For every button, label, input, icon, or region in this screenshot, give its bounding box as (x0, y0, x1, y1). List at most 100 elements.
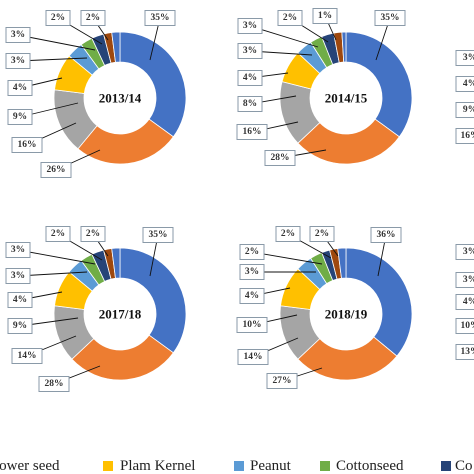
slice-label: 4% (7, 292, 33, 308)
partial-slice-label: 16% (455, 128, 474, 144)
svg-text:13%: 13% (461, 347, 474, 357)
svg-text:3%: 3% (463, 247, 474, 257)
slice-label: 3% (5, 242, 31, 258)
svg-text:3%: 3% (11, 30, 25, 40)
donut-chart-3: 2017/18 35% 28% 14% 9% 4% 3% 3% 2% 2% (5, 226, 187, 392)
slice-label: 14% (11, 348, 43, 364)
svg-text:4%: 4% (463, 297, 474, 307)
donut-chart-2: 2014/15 35% 28% 16% 8% 4% 3% 3% 2% 1% (236, 8, 413, 166)
leader-line (17, 249, 96, 265)
slice-label: 2% (45, 226, 71, 242)
slice-label: 3% (5, 27, 31, 43)
svg-text:10%: 10% (461, 321, 474, 331)
donut-slice (119, 247, 187, 354)
slice-label: 10% (236, 317, 268, 333)
slice-label: 3% (237, 43, 263, 59)
slice-label: 3% (5, 268, 31, 284)
donut-slice (111, 31, 121, 63)
slice-label: 2% (80, 10, 106, 26)
svg-text:9%: 9% (463, 105, 474, 115)
donut-chart-4: 2018/19 36% 27% 14% 10% 4% 3% 2% 2% 2% (236, 226, 413, 389)
slice-label: 2% (80, 226, 106, 242)
svg-text:2%: 2% (51, 13, 65, 23)
slice-label: 3% (237, 18, 263, 34)
slice-label: 36% (370, 227, 402, 243)
slice-label: 35% (374, 10, 406, 26)
svg-text:2%: 2% (281, 229, 295, 239)
svg-text:16%: 16% (243, 127, 262, 137)
partial-slice-label: 3% (455, 50, 474, 66)
svg-text:3%: 3% (245, 267, 259, 277)
svg-text:35%: 35% (149, 230, 168, 240)
slice-label: 3% (239, 264, 265, 280)
svg-text:35%: 35% (151, 13, 170, 23)
partial-slice-label: 3% (455, 244, 474, 260)
slice-label: 16% (236, 124, 268, 140)
legend-label: Plam Kernel (120, 458, 195, 474)
svg-text:3%: 3% (11, 271, 25, 281)
leader-line (17, 34, 96, 51)
svg-text:14%: 14% (244, 352, 263, 362)
svg-text:3%: 3% (463, 53, 474, 63)
svg-text:4%: 4% (245, 291, 259, 301)
slice-label: 8% (237, 96, 263, 112)
svg-text:3%: 3% (243, 46, 257, 56)
slice-label: 28% (38, 376, 70, 392)
legend-label: Peanut (250, 458, 292, 474)
svg-text:2%: 2% (51, 229, 65, 239)
svg-text:8%: 8% (243, 99, 257, 109)
svg-text:2%: 2% (315, 229, 329, 239)
donut-slice (345, 247, 413, 357)
legend-label: flower seed (0, 458, 60, 474)
svg-text:2%: 2% (86, 229, 100, 239)
svg-text:3%: 3% (11, 56, 25, 66)
legend-label: Co (455, 458, 473, 474)
slice-label: 35% (142, 227, 174, 243)
slice-label: 16% (11, 137, 43, 153)
legend-item: Plam Kernel (103, 458, 195, 474)
partial-slice-label: 13% (455, 344, 474, 360)
slice-label: 3% (5, 53, 31, 69)
legend-swatch (234, 461, 244, 471)
svg-text:9%: 9% (13, 321, 27, 331)
donut-slice (119, 31, 187, 138)
donut-slice (297, 118, 400, 165)
slice-label: 9% (7, 109, 33, 125)
donut-slice (345, 31, 413, 138)
slice-label: 2% (45, 10, 71, 26)
partial-slice-label: 4% (455, 294, 474, 310)
svg-text:3%: 3% (463, 275, 474, 285)
slice-label: 2% (277, 10, 303, 26)
slice-label: 4% (239, 288, 265, 304)
svg-text:3%: 3% (243, 21, 257, 31)
svg-text:4%: 4% (13, 83, 27, 93)
svg-text:2%: 2% (283, 13, 297, 23)
slice-label: 4% (7, 80, 33, 96)
legend-item: Peanut (234, 458, 292, 474)
svg-text:16%: 16% (18, 140, 37, 150)
svg-text:4%: 4% (463, 79, 474, 89)
svg-text:36%: 36% (377, 230, 396, 240)
donut-slice (341, 31, 347, 63)
legend-item: Cottonseed (320, 458, 404, 474)
slice-label: 1% (312, 8, 338, 24)
svg-text:4%: 4% (243, 73, 257, 83)
legend: flower seed Plam Kernel Peanut Cottonseed Co (0, 458, 473, 474)
svg-text:9%: 9% (13, 112, 27, 122)
svg-text:10%: 10% (243, 320, 262, 330)
donut-center-label: 2013/14 (99, 91, 142, 106)
slice-label: 27% (266, 373, 298, 389)
svg-text:35%: 35% (381, 13, 400, 23)
donut-center-label: 2014/15 (325, 91, 368, 106)
partial-slice-label: 3% (455, 272, 474, 288)
partial-slice-label: 10% (455, 318, 474, 334)
donut-center-label: 2018/19 (325, 307, 368, 322)
svg-text:14%: 14% (18, 351, 37, 361)
svg-text:4%: 4% (13, 295, 27, 305)
slice-label: 2% (309, 226, 335, 242)
slice-label: 26% (40, 162, 72, 178)
donut-center-label: 2017/18 (99, 307, 142, 322)
slice-label: 2% (239, 244, 265, 260)
slice-label: 35% (144, 10, 176, 26)
